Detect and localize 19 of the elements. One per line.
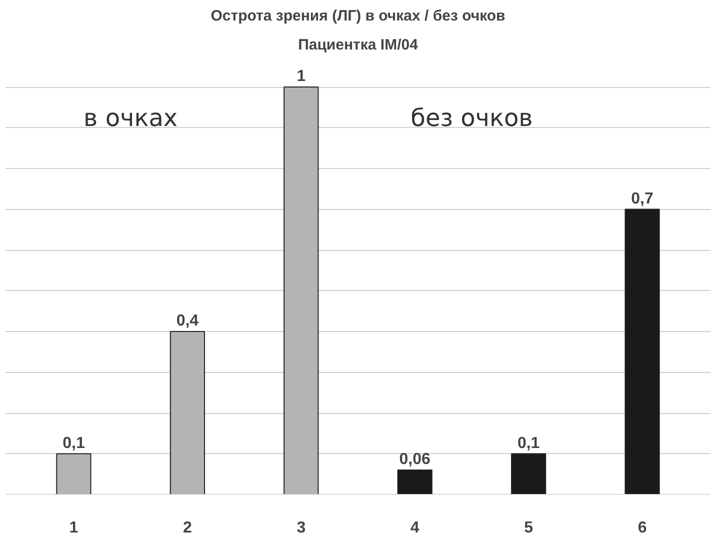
chart-title: Острота зрения (ЛГ) в очках / без очков [210,8,506,24]
bar [397,470,432,494]
chart-subtitle: Пациентка IM/04 [298,36,419,54]
data-label: 0,7 [631,190,654,208]
data-label: 0,1 [517,434,540,452]
annotation: без очков [410,104,533,132]
x-tick-label: 2 [182,520,192,536]
x-tick-label: 6 [638,520,647,536]
annotation: в очках [84,104,178,132]
data-label: 0,1 [62,434,85,452]
x-tick-label: 3 [296,520,306,536]
data-label: 0,4 [176,312,199,330]
data-label: 0,06 [399,451,431,468]
bar [624,208,660,494]
x-tick-label: 4 [410,520,420,536]
x-tick-label: 1 [69,520,78,536]
bar [511,453,546,494]
data-label: 1 [296,68,306,86]
x-tick-label: 5 [524,520,534,536]
